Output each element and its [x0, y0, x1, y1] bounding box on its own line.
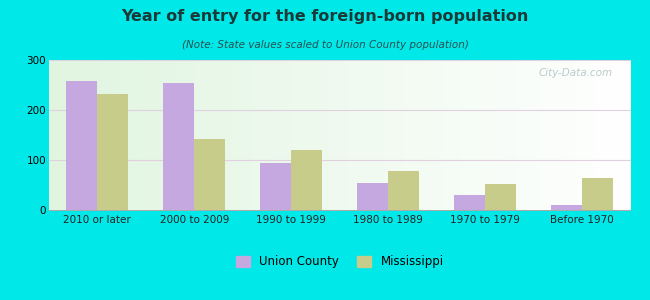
Bar — [291, 150, 322, 210]
Text: City-Data.com: City-Data.com — [539, 68, 613, 77]
Bar — [551, 205, 582, 210]
Text: (Note: State values scaled to Union County population): (Note: State values scaled to Union Coun… — [181, 40, 469, 50]
Bar — [485, 184, 516, 210]
Bar — [454, 195, 485, 210]
Bar — [357, 182, 388, 210]
Bar — [260, 163, 291, 210]
Bar — [388, 171, 419, 210]
Bar — [582, 178, 613, 210]
Bar — [194, 139, 225, 210]
Bar — [163, 82, 194, 210]
Text: Year of entry for the foreign-born population: Year of entry for the foreign-born popul… — [122, 9, 528, 24]
Legend: Union County, Mississippi: Union County, Mississippi — [231, 251, 448, 273]
Bar — [66, 81, 98, 210]
Bar — [98, 94, 128, 210]
